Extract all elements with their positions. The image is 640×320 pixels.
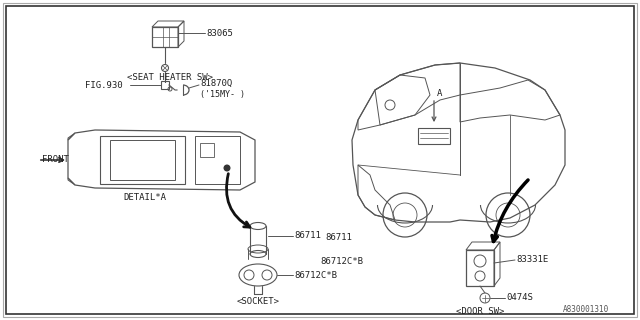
Text: A830001310: A830001310 [563,305,609,314]
Text: 86711: 86711 [294,231,321,241]
Text: ('15MY- ): ('15MY- ) [200,90,245,99]
Text: FRONT: FRONT [42,156,69,164]
Text: FIG.930: FIG.930 [85,81,123,90]
Text: 0474S: 0474S [506,293,533,302]
Bar [466,250,494,286]
Bar [418,128,450,144]
Text: 81870Q: 81870Q [200,78,232,87]
Text: <SEAT HEATER SW>: <SEAT HEATER SW> [127,74,213,83]
Text: 86712C*B: 86712C*B [294,270,337,279]
Text: 86712C*B: 86712C*B [320,258,363,267]
Bar [152,27,178,47]
Bar [110,140,175,180]
Bar [200,143,214,157]
Text: 83065: 83065 [206,28,233,37]
Text: DETAIL*A: DETAIL*A [124,193,166,202]
Bar [195,136,240,184]
Circle shape [224,165,230,171]
Text: <DOOR SW>: <DOOR SW> [456,308,504,316]
Bar [100,136,185,184]
Text: <SOCKET>: <SOCKET> [237,298,280,307]
Text: 83331E: 83331E [516,255,548,265]
Bar [161,81,169,89]
Text: 86711: 86711 [325,233,352,242]
Text: A: A [437,89,442,98]
